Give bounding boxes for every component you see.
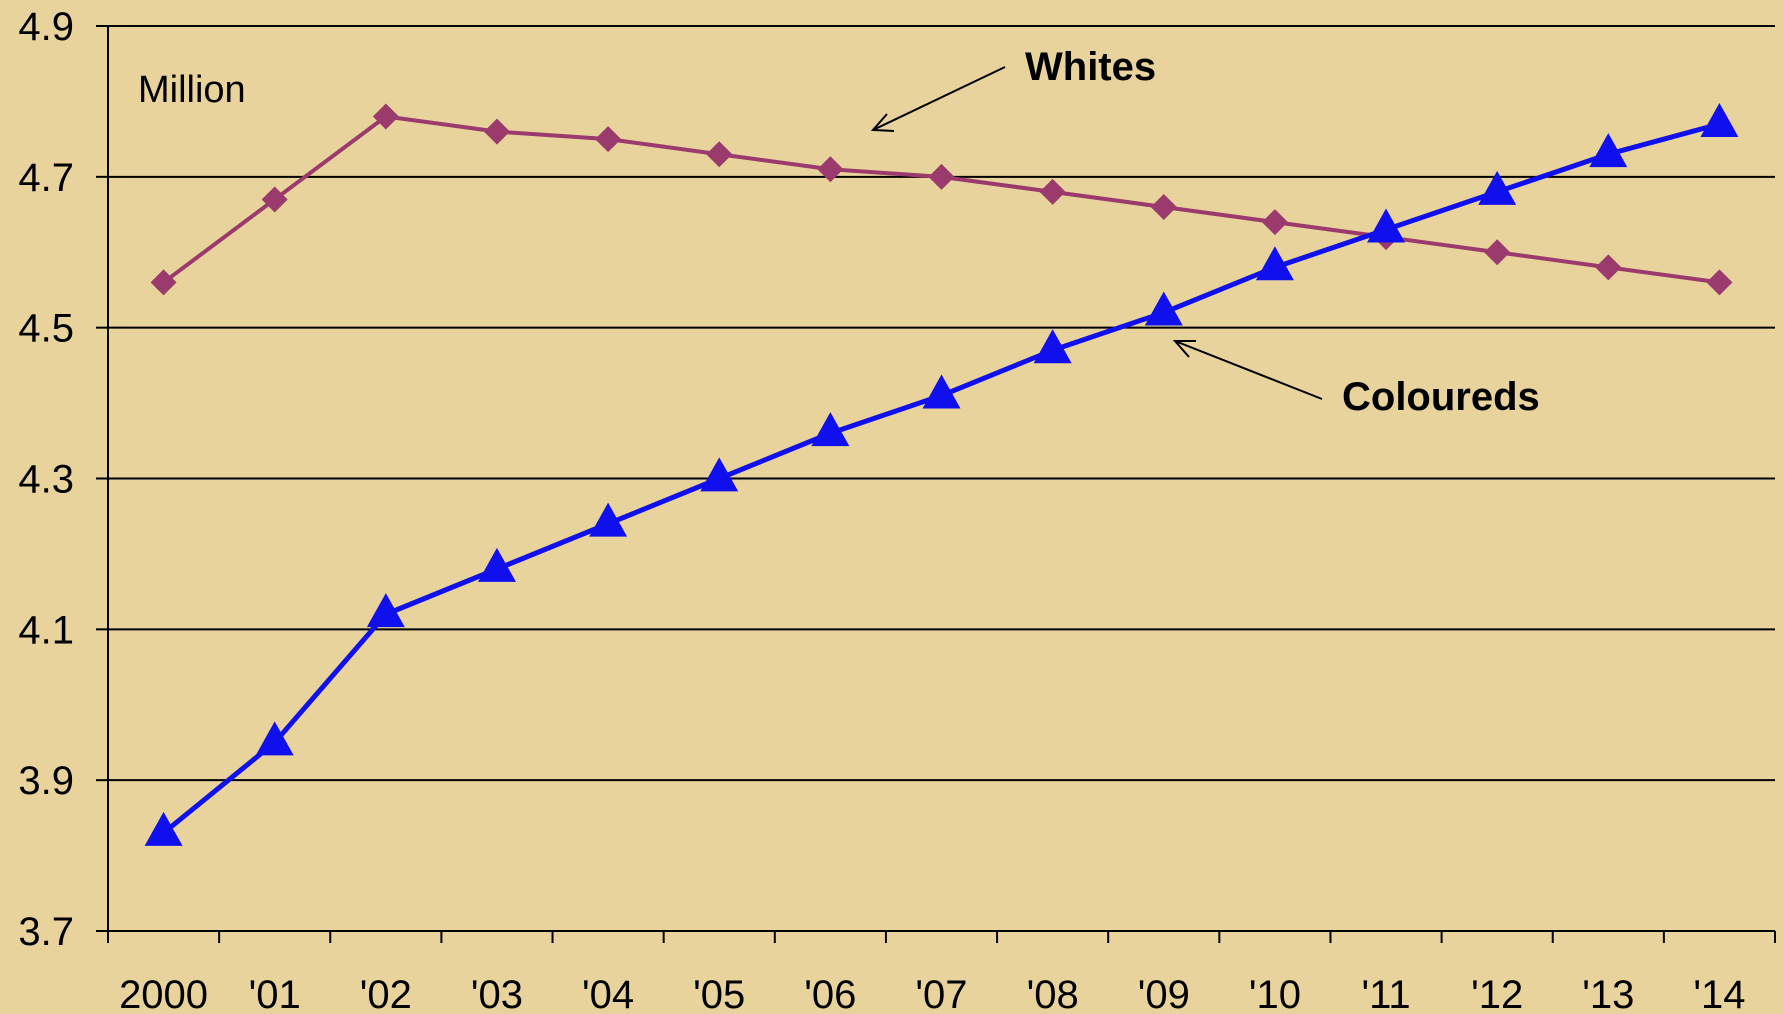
point-coloureds-3 [477,547,516,582]
point-coloureds-0 [144,811,183,846]
y-tick-label-1: 3.9 [18,759,74,803]
point-whites-8 [1039,178,1066,205]
point-whites-13 [1595,254,1622,281]
point-whites-9 [1150,194,1177,220]
point-coloureds-11 [1367,208,1406,243]
whites-arrow-line [872,66,1006,131]
unit-label: Million [138,69,246,111]
point-whites-14 [1706,269,1733,296]
point-whites-0 [150,269,177,296]
point-coloureds-4 [589,502,628,537]
point-whites-3 [483,118,510,145]
point-coloureds-13 [1589,133,1628,168]
x-tick-label-9: '09 [1138,973,1190,1014]
x-tick-label-14: '14 [1693,973,1745,1014]
y-tick-label-4: 4.5 [18,307,74,351]
whites-series-label: Whites [1025,45,1156,89]
x-tick-label-12: '12 [1471,973,1523,1014]
point-coloureds-7 [922,374,961,409]
axes [96,26,1775,943]
y-tick-label-2: 4.1 [18,608,74,652]
series-whites [150,103,1733,296]
point-coloureds-5 [700,457,739,492]
point-coloureds-8 [1033,329,1072,364]
x-tick-label-11: '11 [1361,973,1410,1014]
point-whites-7 [928,163,955,190]
point-coloureds-14 [1700,102,1739,137]
point-coloureds-10 [1255,246,1294,281]
coloureds-arrow-head [1172,340,1196,358]
point-coloureds-6 [811,412,850,447]
y-tick-label-3: 4.3 [18,458,74,502]
y-tick-label-5: 4.7 [18,156,74,200]
y-tick-label-0: 3.7 [18,910,74,954]
point-coloureds-1 [255,721,294,756]
point-whites-12 [1484,239,1511,266]
point-whites-5 [706,141,733,168]
gridlines [108,25,1775,932]
x-tick-label-2: '02 [360,973,412,1014]
x-tick-label-1: '01 [249,973,301,1014]
whites-arrow-head [870,113,895,132]
coloureds-annotation: Coloureds [1172,340,1540,419]
point-coloureds-2 [366,593,405,628]
point-whites-1 [261,186,288,213]
x-tick-label-7: '07 [915,973,967,1014]
x-tick-label-13: '13 [1582,973,1634,1014]
x-tick-label-6: '06 [804,973,856,1014]
y-tick-label-6: 4.9 [18,5,74,49]
coloureds-arrow-line [1174,340,1323,400]
x-tick-label-5: '05 [693,973,745,1014]
point-coloureds-9 [1144,291,1183,326]
x-tick-label-3: '03 [471,973,523,1014]
x-tick-label-10: '10 [1249,973,1301,1014]
coloureds-series-label: Coloureds [1342,375,1540,419]
x-axis-ticks: 2000 '01 '02 '03 '04 '05 '06 '07 '08 '09 '10 '11 '12… [107,931,1776,1014]
point-whites-2 [372,103,399,130]
point-coloureds-12 [1478,170,1517,205]
series-group [144,102,1739,846]
series-coloureds [144,102,1739,846]
point-whites-4 [595,126,622,153]
point-whites-6 [817,156,844,183]
x-tick-label-8: '08 [1027,973,1079,1014]
point-whites-10 [1261,209,1288,236]
x-tick-label-0: 2000 [119,973,208,1014]
x-tick-label-4: '04 [582,973,634,1014]
y-axis-ticks: 3.7 3.9 4.1 4.3 4.5 4.7 4.9 [18,5,108,954]
whites-annotation: Whites [870,45,1156,132]
